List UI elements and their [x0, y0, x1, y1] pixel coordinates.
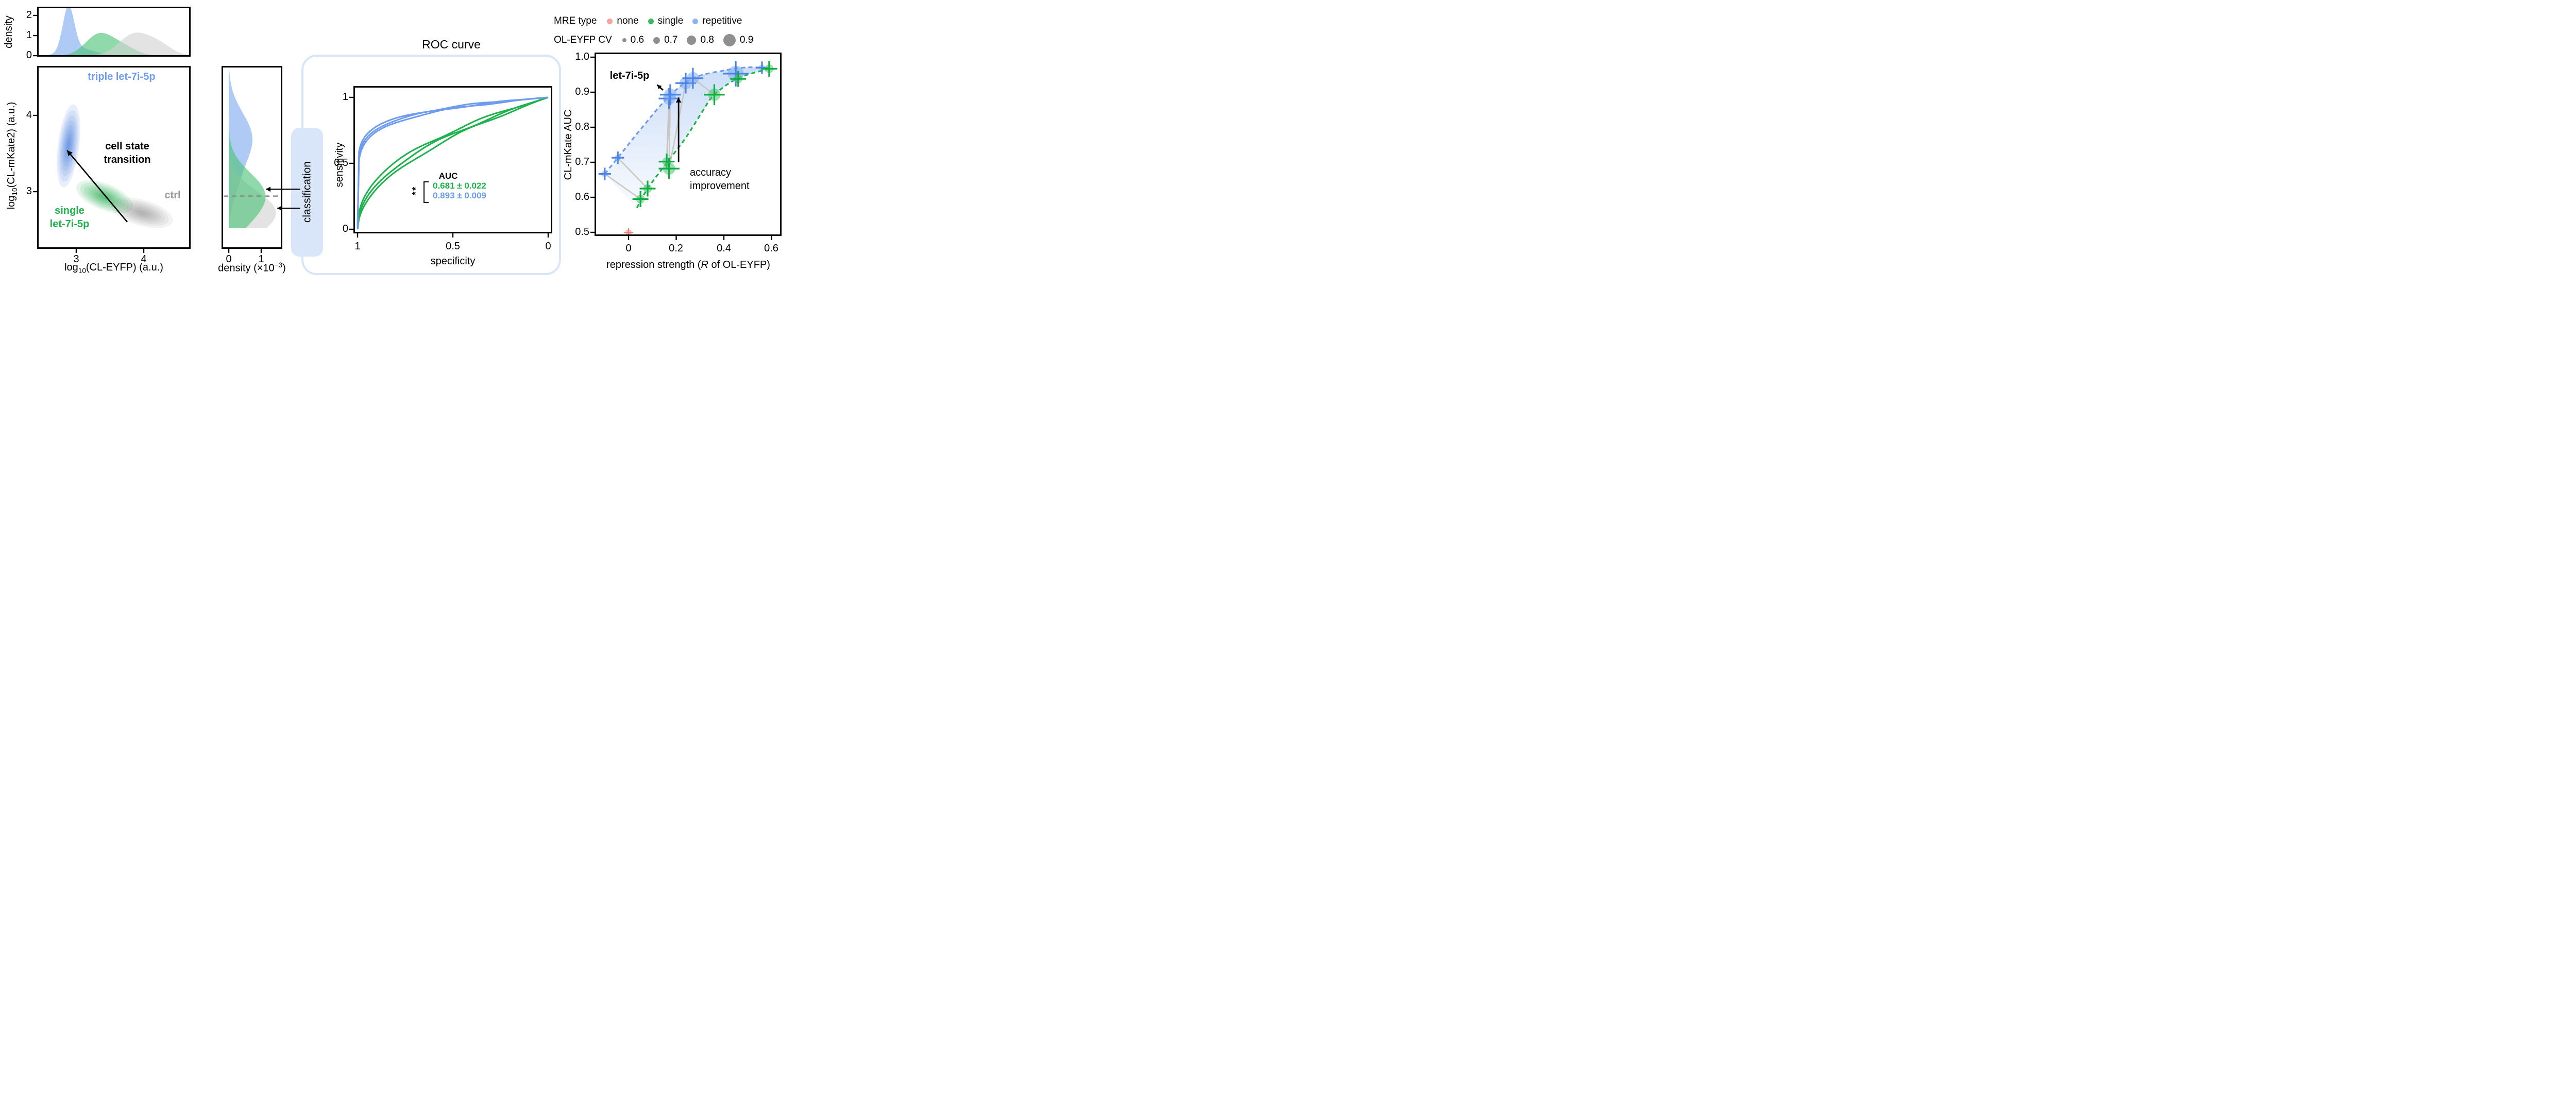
- kde-xtick-3: 3: [73, 253, 79, 265]
- mre-single-label: single: [657, 15, 684, 26]
- right-marginal-xtick-1: 1: [258, 253, 264, 265]
- cv-dot-08: [687, 36, 697, 45]
- kde-xtick-4: 4: [141, 253, 147, 265]
- kde-label-transition-line2: transition: [104, 154, 151, 165]
- legend-cv-size: OL-EYFP CV 0.6 0.7 0.8 0.9: [554, 34, 753, 46]
- roc-xlabel: specificity: [430, 256, 476, 267]
- figure: classification density 2 1 0 log10(CL-mK…: [0, 0, 800, 279]
- roc-significance: **: [411, 185, 421, 195]
- scatter-xtick-02: 0.2: [669, 243, 683, 254]
- scatter-xtick-0: 0: [625, 243, 632, 254]
- scatter-ylabel: CL-mKate AUC: [563, 109, 574, 180]
- scatter-xlabel: repression strength (R of OL-EYFP): [606, 259, 770, 270]
- top-marginal-ytick-1: 1: [26, 29, 32, 41]
- scatter-ytick-07: 0.7: [575, 156, 589, 167]
- auc-scatter-plot: [595, 53, 782, 236]
- kde-label-single-line2: let-7i-5p: [49, 218, 90, 230]
- classification-label: classification: [301, 161, 313, 223]
- top-marginal-ytick-2: 2: [26, 9, 32, 21]
- legend-mre-type: MRE type none single repetitive: [554, 15, 742, 27]
- mre-repetitive-label: repetitive: [702, 15, 742, 26]
- roc-ytick-05: 0.5: [334, 157, 348, 168]
- scatter-ytick-10: 1.0: [575, 51, 589, 62]
- cv-dot-06: [622, 38, 626, 42]
- cv-dot-09: [723, 34, 736, 46]
- kde-ytick-4: 4: [26, 109, 32, 121]
- scatter-accuracy-line2: improvement: [690, 180, 750, 192]
- kde-label-transition-line1: cell state: [105, 141, 149, 152]
- scatter-ytick-08: 0.8: [575, 121, 589, 132]
- scatter-xtick-04: 0.4: [717, 243, 731, 254]
- roc-auc-blue: 0.893 ± 0.009: [433, 191, 486, 200]
- classification-tag: [291, 128, 323, 257]
- legend-cv-title: OL-EYFP CV: [554, 35, 612, 45]
- scatter-let7-annotation: let-7i-5p: [609, 70, 650, 81]
- mre-repetitive-dot: [692, 18, 699, 24]
- mre-none-label: none: [617, 15, 639, 26]
- legend-mre-title: MRE type: [554, 15, 597, 26]
- kde-label-ctrl: ctrl: [164, 190, 181, 201]
- top-marginal-ylabel: density: [3, 15, 14, 48]
- kde-label-triple: triple let-7i-5p: [88, 71, 156, 82]
- scatter-ytick-05: 0.5: [575, 226, 589, 238]
- right-marginal-xtick-0: 0: [226, 253, 232, 265]
- roc-auc-green: 0.681 ± 0.022: [433, 181, 486, 191]
- roc-ytick-0: 0: [342, 223, 348, 234]
- mre-none-dot: [607, 18, 613, 24]
- top-marginal-density-plot: [37, 7, 191, 57]
- scatter-ytick-09: 0.9: [575, 86, 589, 97]
- kde-xlabel: log10(CL-EYFP) (a.u.): [64, 262, 163, 275]
- roc-xtick-0: 0: [545, 241, 551, 252]
- scatter-ytick-06: 0.6: [575, 191, 589, 202]
- roc-plot: [353, 86, 552, 233]
- scatter-xtick-06: 0.6: [764, 243, 778, 254]
- roc-auc-title: AUC: [438, 171, 458, 181]
- right-marginal-density-plot: [222, 66, 282, 249]
- cv-label-07: 0.7: [664, 35, 678, 45]
- scatter-accuracy-line1: accuracy: [690, 167, 732, 178]
- cv-dot-07: [653, 37, 660, 44]
- kde-label-single-line1: single: [55, 205, 84, 216]
- kde-ytick-3: 3: [26, 185, 32, 197]
- cv-label-09: 0.9: [739, 35, 754, 45]
- roc-xtick-05: 0.5: [446, 241, 460, 252]
- mre-single-dot: [648, 18, 654, 24]
- roc-significance-bracket: [423, 181, 429, 203]
- kde-ylabel: log10(CL-mKate2) (a.u.): [6, 101, 19, 210]
- cv-label-08: 0.8: [700, 35, 714, 45]
- roc-ytick-1: 1: [342, 91, 348, 103]
- roc-xtick-1: 1: [354, 241, 361, 252]
- cv-label-06: 0.6: [630, 35, 645, 45]
- joint-density-plot: [37, 66, 191, 249]
- right-marginal-xlabel: density (×10−3): [218, 261, 286, 274]
- top-marginal-ytick-0: 0: [26, 49, 32, 61]
- roc-title: ROC curve: [422, 38, 481, 51]
